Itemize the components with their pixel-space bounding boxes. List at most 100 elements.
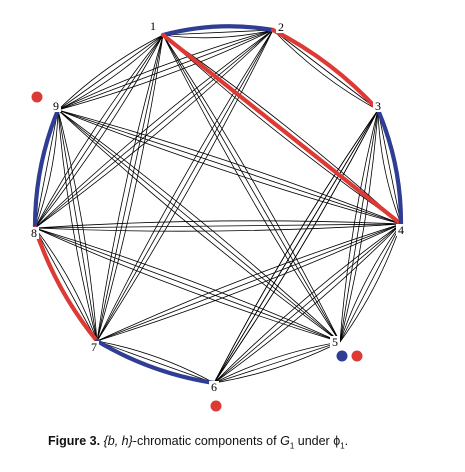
red-edge-8-7: [32, 225, 100, 344]
black-edge-4-7-3: [96, 223, 402, 342]
black-edge-1-5-2: [162, 34, 341, 343]
black-edge-6-7-2: [96, 340, 215, 384]
graph-figure: 1 2 3 4 5 6 7 8 9: [29, 19, 406, 412]
black-edge-4-6-3: [213, 223, 402, 384]
black-edge-9-4-3: [57, 109, 402, 225]
blue-edge-7-6: [94, 338, 217, 386]
black-edge-1-7-2: [96, 34, 164, 342]
black-edge-6-7-3: [96, 340, 215, 384]
black-edge-9-4-2: [57, 109, 402, 225]
caption-phi: ϕ: [333, 434, 341, 448]
node-7-label: 7: [91, 340, 97, 354]
black-edge-layer: [34, 26, 402, 384]
black-edge-1-9-2: [57, 34, 164, 111]
black-edge-3-4-2: [377, 109, 402, 225]
node-3-label: 3: [375, 99, 381, 113]
red-edge-1-4: [160, 32, 404, 227]
black-edge-3-4-3: [377, 109, 402, 225]
node-5-label-bg: [330, 336, 340, 348]
red-marker-node-6: [210, 400, 222, 412]
caption-label: Figure 3.: [48, 434, 101, 448]
node-6-label-bg: [209, 381, 219, 393]
black-edge-2-9-3: [57, 29, 274, 111]
node-9-label-bg: [51, 100, 61, 112]
black-edge-2-7-2: [96, 29, 274, 342]
black-edge-4-7-1: [96, 223, 402, 342]
black-edge-1-2-3: [162, 29, 274, 39]
black-edge-6-3-1: [213, 109, 379, 384]
black-edge-7-9-3: [57, 109, 98, 342]
black-edge-4-6-1: [213, 223, 402, 384]
caption-phi-sub: 1: [340, 441, 345, 451]
black-edge-2-3-2: [272, 29, 379, 111]
black-edge-5-6-1: [213, 341, 341, 384]
node-6-label: 6: [211, 380, 217, 394]
black-edge-2-8-2: [34, 29, 274, 229]
figure-caption: Figure 3. {b, h}-chromatic components of…: [48, 434, 458, 456]
black-edge-4-6-2: [213, 223, 402, 384]
caption-set: {b, h}: [103, 434, 133, 448]
node-5-label: 5: [332, 335, 338, 349]
colored-edge-layer: [32, 24, 404, 386]
black-edge-3-5-3: [339, 109, 379, 343]
node-2-label: 2: [278, 20, 284, 34]
graph-drawing: 1 2 3 4 5 6 7 8 9: [29, 19, 406, 412]
caption-graph-sub: 1: [289, 441, 295, 451]
black-edge-2-7-1: [96, 29, 274, 342]
red-marker-node-5: [351, 350, 363, 362]
node-4-label: 4: [398, 223, 404, 237]
black-edge-3-5-1: [339, 109, 379, 343]
red-marker-node-9: [31, 91, 43, 103]
black-edge-2-9-1: [57, 29, 274, 111]
black-edge-8-4-1: [34, 220, 402, 229]
black-edge-6-3-2: [213, 109, 379, 384]
black-edge-3-5-2: [339, 109, 379, 343]
blue-edge-3-4: [375, 107, 404, 227]
node-7-label-bg: [89, 341, 99, 353]
node-9-label: 9: [53, 99, 59, 113]
black-edge-1-8-1: [34, 34, 164, 229]
caption-under: under: [294, 434, 334, 448]
black-edge-1-4-3: [162, 34, 402, 225]
black-edge-4-5-3: [339, 223, 402, 343]
black-edge-4-5-2: [339, 223, 402, 343]
black-edge-1-8-3: [34, 34, 164, 229]
black-edge-4-7-2: [96, 223, 402, 342]
node-3-label-bg: [373, 100, 383, 112]
black-edge-2-9-2: [57, 29, 274, 111]
black-edge-5-6-2: [213, 341, 341, 384]
black-edge-5-8-1: [34, 227, 341, 343]
node-8-label: 8: [31, 226, 37, 240]
black-edge-1-4-1: [162, 34, 402, 225]
red-edge-2-3: [270, 27, 381, 113]
black-edge-2-8-1: [34, 29, 274, 229]
black-edge-7-8-2: [34, 227, 98, 342]
black-edge-8-4-2: [34, 223, 402, 229]
caption-end: .: [344, 434, 349, 448]
black-edge-1-5-3: [162, 34, 341, 343]
black-edge-2-7-3: [96, 29, 274, 342]
black-edge-2-3-3: [272, 29, 379, 111]
black-edge-6-3-3: [213, 109, 379, 384]
black-edge-1-7-1: [96, 34, 164, 342]
black-edge-5-6-3: [213, 341, 341, 384]
black-edge-7-9-1: [57, 109, 98, 342]
black-edge-9-4-1: [57, 109, 402, 225]
black-edge-8-9-3: [34, 109, 59, 229]
black-edge-2-8-3: [34, 29, 274, 229]
black-edge-7-8-3: [34, 227, 98, 342]
caption-graph: G: [280, 434, 290, 448]
blue-edge-9-8: [32, 107, 61, 231]
black-edge-5-9-1: [57, 109, 341, 343]
caption-text: -chromatic components of: [132, 434, 281, 448]
node-1-label-bg: [148, 20, 158, 32]
black-edge-8-4-3: [34, 223, 402, 232]
node-label-layer: 1 2 3 4 5 6 7 8 9: [29, 19, 406, 394]
black-edge-1-8-2: [34, 34, 164, 229]
node-1-label: 1: [150, 19, 156, 33]
black-edge-5-8-3: [34, 227, 341, 343]
black-edge-5-9-3: [57, 109, 341, 343]
black-edge-1-2-2: [162, 29, 274, 36]
black-edge-1-7-3: [96, 34, 164, 342]
node-8-label-bg: [29, 227, 39, 239]
